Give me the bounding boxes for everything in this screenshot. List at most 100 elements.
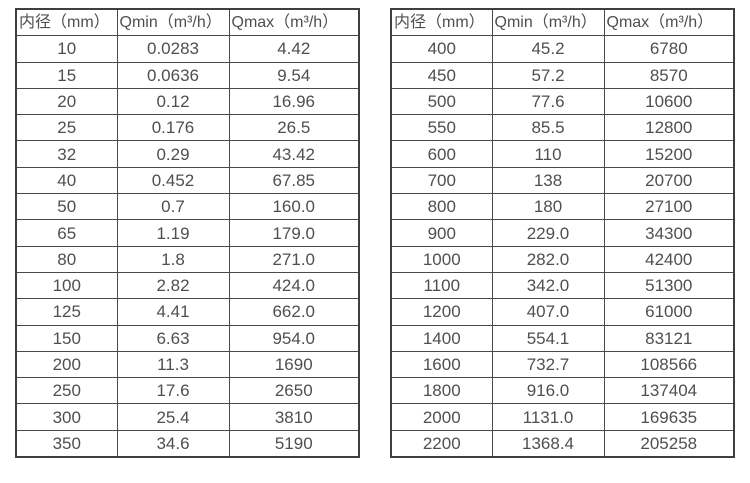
table-cell: 900: [390, 219, 493, 247]
table-cell: 138: [491, 166, 605, 195]
table-cell: 10600: [603, 87, 735, 116]
table-cell: 16.96: [228, 87, 360, 116]
table-cell: 342.0: [491, 271, 605, 300]
table-row: 100 2.82 424.0: [15, 271, 360, 300]
table-cell: 424.0: [228, 271, 360, 300]
table-cell: 169635: [603, 403, 735, 431]
table-row: 350 34.6 5190: [15, 429, 360, 458]
table-cell: 180: [491, 193, 605, 221]
table-cell: 15: [15, 61, 118, 89]
table-row: 1100 342.0 51300: [390, 271, 735, 300]
table-cell: 0.176: [116, 114, 230, 142]
table-cell: 500: [390, 87, 493, 116]
table-cell: 205258: [603, 429, 735, 458]
table-cell: 3810: [228, 403, 360, 431]
table-row: 10 0.0283 4.42: [15, 35, 360, 63]
table-cell: 6.63: [116, 324, 230, 352]
table-cell: 229.0: [491, 219, 605, 247]
table-cell: 1131.0: [491, 403, 605, 431]
table-row: 125 4.41 662.0: [15, 298, 360, 326]
table-cell: 34300: [603, 219, 735, 247]
table-cell: 282.0: [491, 245, 605, 273]
table-row: 250 17.6 2650: [15, 377, 360, 405]
table-cell: 1600: [390, 350, 493, 379]
table-cell: 10: [15, 35, 118, 63]
table-cell: 250: [15, 377, 118, 405]
table-cell: 1.8: [116, 245, 230, 273]
table-row: 40 0.452 67.85: [15, 166, 360, 195]
table-row: 2000 1131.0 169635: [390, 403, 735, 431]
table-row: 550 85.5 12800: [390, 114, 735, 142]
table-cell: 4.42: [228, 35, 360, 63]
col-header-qmax: Qmax（m³/h）: [603, 8, 735, 37]
table-cell: 1000: [390, 245, 493, 273]
col-header-qmin: Qmin（m³/h）: [491, 8, 605, 37]
table-cell: 34.6: [116, 429, 230, 458]
table-cell: 125: [15, 298, 118, 326]
table-cell: 11.3: [116, 350, 230, 379]
col-header-qmax: Qmax（m³/h）: [228, 8, 360, 37]
table-cell: 57.2: [491, 61, 605, 89]
table-cell: 554.1: [491, 324, 605, 352]
table-row: 900 229.0 34300: [390, 219, 735, 247]
table-cell: 2.82: [116, 271, 230, 300]
table-cell: 1.19: [116, 219, 230, 247]
col-header-diameter: 内径（mm）: [390, 8, 493, 37]
table-cell: 77.6: [491, 87, 605, 116]
table-cell: 1100: [390, 271, 493, 300]
table-row: 300 25.4 3810: [15, 403, 360, 431]
table-row: 32 0.29 43.42: [15, 140, 360, 168]
table-cell: 4.41: [116, 298, 230, 326]
table-row: 700 138 20700: [390, 166, 735, 195]
table-cell: 200: [15, 350, 118, 379]
table-row: 1600 732.7 108566: [390, 350, 735, 379]
table-cell: 51300: [603, 271, 735, 300]
table-cell: 25: [15, 114, 118, 142]
table-row: 1000 282.0 42400: [390, 245, 735, 273]
table-row: 800 180 27100: [390, 193, 735, 221]
table-cell: 100: [15, 271, 118, 300]
table-cell: 8570: [603, 61, 735, 89]
table-cell: 80: [15, 245, 118, 273]
table-cell: 50: [15, 193, 118, 221]
table-cell: 350: [15, 429, 118, 458]
table-cell: 550: [390, 114, 493, 142]
table-cell: 67.85: [228, 166, 360, 195]
table-cell: 400: [390, 35, 493, 63]
table-cell: 43.42: [228, 140, 360, 168]
table-row: 25 0.176 26.5: [15, 114, 360, 142]
table-cell: 108566: [603, 350, 735, 379]
table-cell: 42400: [603, 245, 735, 273]
table-row: 80 1.8 271.0: [15, 245, 360, 273]
table-cell: 6780: [603, 35, 735, 63]
table-row: 150 6.63 954.0: [15, 324, 360, 352]
table-cell: 32: [15, 140, 118, 168]
table-cell: 26.5: [228, 114, 360, 142]
table-row: 15 0.0636 9.54: [15, 61, 360, 89]
table-cell: 27100: [603, 193, 735, 221]
table-row: 600 110 15200: [390, 140, 735, 168]
table-row: 1400 554.1 83121: [390, 324, 735, 352]
table-cell: 160.0: [228, 193, 360, 221]
table-cell: 0.7: [116, 193, 230, 221]
table-row: 450 57.2 8570: [390, 61, 735, 89]
table-body: 400 45.2 6780 450 57.2 8570 500 77.6 10600 550 85.…: [390, 35, 735, 458]
table-cell: 83121: [603, 324, 735, 352]
table-cell: 25.4: [116, 403, 230, 431]
table-cell: 0.0636: [116, 61, 230, 89]
table-row: 1200 407.0 61000: [390, 298, 735, 326]
table-cell: 12800: [603, 114, 735, 142]
col-header-qmin: Qmin（m³/h）: [116, 8, 230, 37]
table-cell: 5190: [228, 429, 360, 458]
table-cell: 110: [491, 140, 605, 168]
table-cell: 0.0283: [116, 35, 230, 63]
table-header-row: 内径（mm） Qmin（m³/h） Qmax（m³/h）: [15, 8, 360, 37]
table-row: 500 77.6 10600: [390, 87, 735, 116]
table-row: 1800 916.0 137404: [390, 377, 735, 405]
table-cell: 179.0: [228, 219, 360, 247]
table-cell: 1800: [390, 377, 493, 405]
table-cell: 2200: [390, 429, 493, 458]
table-cell: 9.54: [228, 61, 360, 89]
table-cell: 1200: [390, 298, 493, 326]
